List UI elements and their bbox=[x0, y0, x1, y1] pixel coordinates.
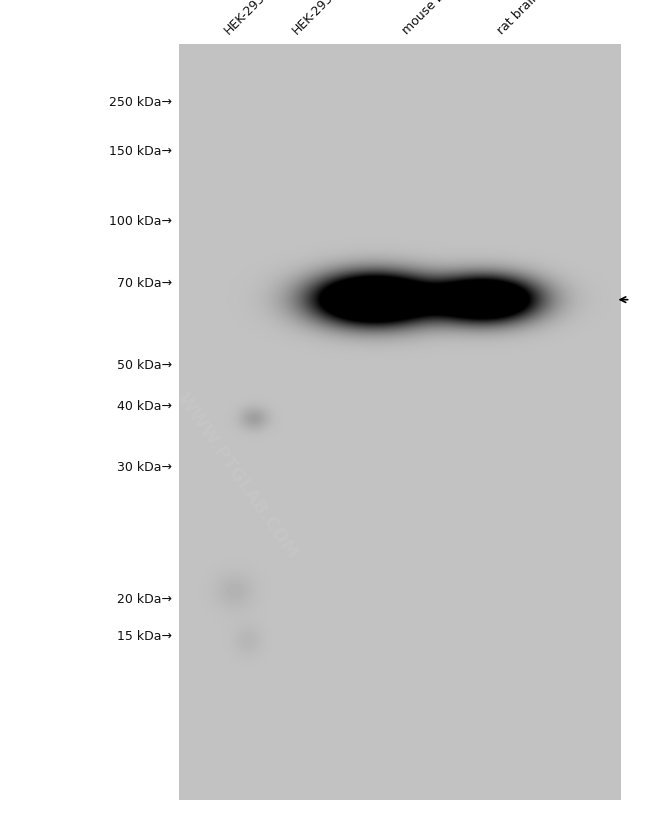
Text: 15 kDa→: 15 kDa→ bbox=[117, 630, 172, 643]
Text: 20 kDa→: 20 kDa→ bbox=[117, 593, 172, 606]
Text: 30 kDa→: 30 kDa→ bbox=[117, 461, 172, 475]
Text: 100 kDa→: 100 kDa→ bbox=[109, 215, 172, 228]
Text: 150 kDa→: 150 kDa→ bbox=[109, 145, 172, 158]
Text: mouse brain: mouse brain bbox=[400, 0, 465, 37]
Text: 70 kDa→: 70 kDa→ bbox=[117, 277, 172, 290]
Text: HEK-293: HEK-293 bbox=[222, 0, 268, 37]
Text: rat brain: rat brain bbox=[495, 0, 542, 37]
Text: HEK-293T: HEK-293T bbox=[290, 0, 341, 37]
Text: 40 kDa→: 40 kDa→ bbox=[117, 400, 172, 413]
Bar bbox=[179, 45, 621, 800]
Bar bbox=[179, 45, 621, 205]
Text: 50 kDa→: 50 kDa→ bbox=[117, 359, 172, 372]
Text: WWW.PTGLAB.COM: WWW.PTGLAB.COM bbox=[174, 390, 301, 562]
Text: 250 kDa→: 250 kDa→ bbox=[109, 96, 172, 109]
